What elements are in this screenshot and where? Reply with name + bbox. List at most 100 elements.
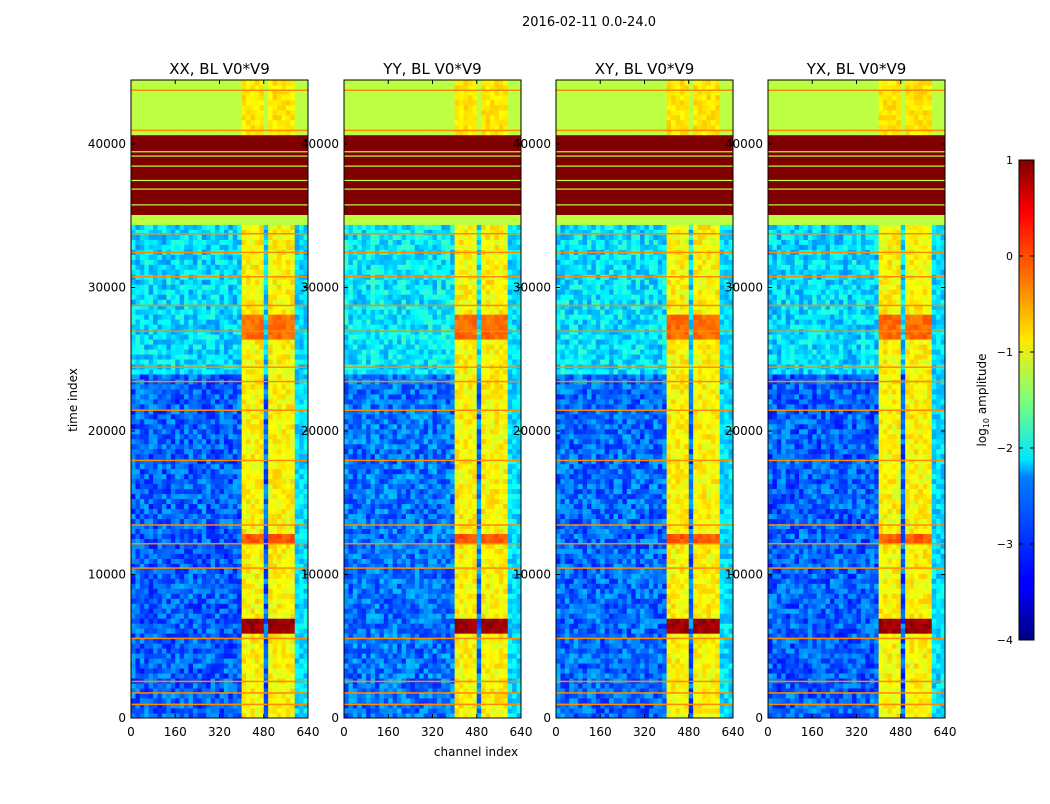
heatmap-cell (281, 613, 287, 619)
heatmap-cell (148, 129, 154, 136)
heatmap-cell (263, 354, 269, 360)
heatmap-cell (290, 418, 296, 425)
heatmap-cell (263, 588, 269, 594)
heatmap-cell (285, 109, 291, 116)
heatmap-cell (139, 608, 145, 614)
heatmap-cell (303, 698, 309, 704)
heatmap-cell (246, 673, 251, 679)
heatmap-cell (139, 713, 145, 719)
heatmap-cell (259, 513, 265, 520)
heatmap-cell (135, 109, 141, 116)
heatmap-cell (206, 389, 212, 395)
heatmap-cell (161, 344, 167, 350)
heatmap-cell (290, 269, 296, 275)
heatmap-cell (303, 523, 309, 529)
heatmap-cell (175, 703, 181, 709)
heatmap-cell (259, 354, 265, 360)
heatmap-cell (232, 648, 238, 654)
heatmap-cell (206, 663, 212, 669)
heatmap-cell (277, 708, 282, 714)
heatmap-cell (197, 209, 203, 215)
heatmap-cell (170, 708, 176, 714)
heatmap-cell (290, 413, 296, 420)
heatmap-cell (272, 483, 278, 490)
heatmap-cell (277, 229, 282, 235)
heatmap-cell (192, 653, 198, 659)
heatmap-cell (139, 428, 145, 435)
heatmap-cell (197, 174, 203, 181)
heatmap-cell (285, 423, 291, 430)
heatmap-cell (157, 493, 163, 500)
heatmap-cell (281, 428, 287, 435)
heatmap-cell (206, 184, 212, 191)
heatmap-cell (246, 573, 251, 579)
heatmap-cell (219, 588, 225, 594)
heatmap-cell (263, 638, 269, 644)
heatmap-cell (197, 254, 203, 260)
heatmap-cell (166, 428, 172, 435)
heatmap-cell (241, 254, 247, 260)
heatmap-cell (192, 688, 198, 694)
heatmap-cell (139, 673, 145, 679)
heatmap-cell (184, 558, 189, 564)
heatmap-cell (303, 194, 309, 201)
heatmap-cell (268, 359, 273, 365)
heatmap-cell (254, 324, 260, 330)
heatmap-cell (303, 99, 309, 106)
heatmap-cell (290, 319, 296, 325)
heatmap-cell (246, 643, 251, 649)
heatmap-cell (285, 543, 291, 549)
heatmap-cell (246, 498, 251, 505)
heatmap-cell (237, 114, 243, 121)
heatmap-cell (232, 214, 238, 220)
heatmap-cell (175, 309, 181, 315)
heatmap-cell (215, 408, 220, 415)
heatmap-cell (241, 423, 247, 430)
heatmap-cell (166, 144, 172, 151)
heatmap-cell (188, 369, 194, 375)
heatmap-cell (201, 703, 207, 709)
heatmap-cell (170, 309, 176, 315)
heatmap-cell (197, 184, 203, 191)
heatmap-cell (246, 553, 251, 559)
heatmap-cell (161, 693, 167, 699)
heatmap-cell (259, 304, 265, 310)
heatmap-cell (188, 463, 194, 470)
heatmap-cell (153, 418, 158, 425)
heatmap-cell (241, 189, 247, 196)
heatmap-cell (263, 334, 269, 340)
heatmap-cell (272, 189, 278, 196)
heatmap-cell (206, 523, 212, 529)
heatmap-cell (219, 693, 225, 699)
heatmap-cell (184, 668, 189, 674)
heatmap-cell (135, 633, 141, 639)
heatmap-cell (268, 159, 273, 166)
heatmap-cell (192, 369, 198, 375)
heatmap-cell (148, 413, 154, 420)
heatmap-cell (228, 463, 234, 470)
heatmap-cell (232, 503, 238, 510)
heatmap-cell (277, 209, 282, 215)
heatmap-cell (294, 713, 300, 719)
heatmap-cell (285, 264, 291, 270)
heatmap-cell (285, 159, 291, 166)
heatmap-cell (144, 458, 150, 465)
heatmap-cell (139, 334, 145, 340)
heatmap-cell (281, 543, 287, 549)
heatmap-cell (192, 508, 198, 515)
heatmap-cell (184, 304, 189, 310)
heatmap-cell (166, 598, 172, 604)
heatmap-cell (161, 354, 167, 360)
heatmap-cell (175, 389, 181, 395)
heatmap-cell (161, 633, 167, 639)
heatmap-cell (281, 498, 287, 505)
heatmap-cell (210, 309, 216, 315)
heatmap-cell (161, 129, 167, 136)
heatmap-cell (250, 224, 256, 230)
heatmap-cell (237, 713, 243, 719)
heatmap-cell (272, 174, 278, 181)
heatmap-cell (184, 284, 189, 290)
heatmap-cell (272, 264, 278, 270)
heatmap-cell (188, 638, 194, 644)
heatmap-cell (303, 319, 309, 325)
